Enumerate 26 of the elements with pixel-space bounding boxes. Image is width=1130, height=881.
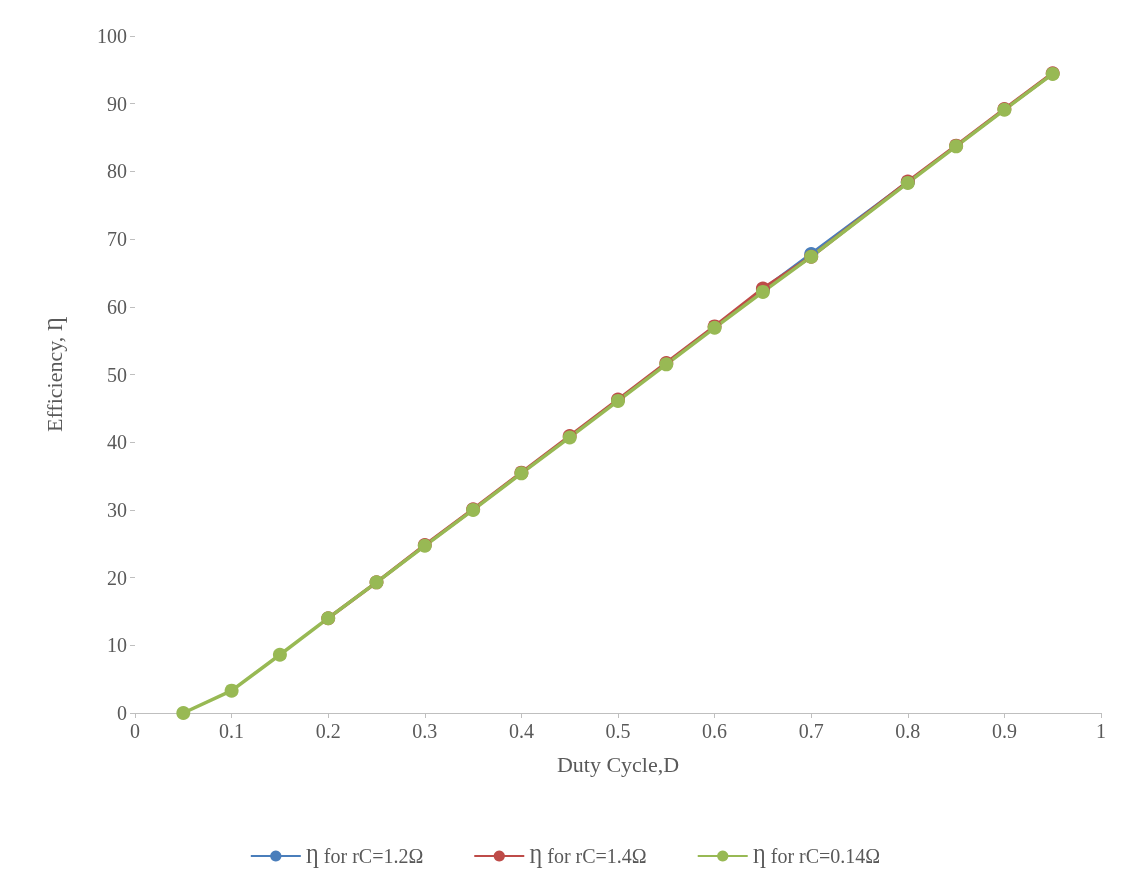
y-tick-label: 80: [107, 160, 127, 183]
y-tick-label: 40: [107, 431, 127, 454]
x-tick-label: 0.1: [219, 720, 245, 742]
y-tick-label: 90: [107, 92, 127, 115]
x-axis-title: Duty Cycle,D: [556, 751, 680, 777]
x-tick-label: 1: [1096, 720, 1106, 742]
x-tick-label: 0.8: [895, 720, 921, 742]
x-tick-label: 0.5: [605, 720, 631, 742]
x-tick-label: 0.6: [702, 720, 728, 742]
x-tick-label: 0.9: [991, 720, 1017, 742]
y-tick-label: 20: [107, 566, 127, 589]
y-axis-title: Efficiency, Ƞ: [41, 316, 67, 433]
y-tick-label: 0: [117, 702, 127, 724]
x-tick-label: 0.3: [412, 720, 438, 742]
y-tick-label: 70: [107, 228, 127, 251]
legend-label: Ƞ for rC=0.14Ω: [752, 845, 881, 868]
y-tick-label: 60: [107, 295, 127, 318]
y-tick-label: 30: [107, 498, 127, 521]
legend-label: Ƞ for rC=1.4Ω: [529, 845, 647, 868]
y-tick-label: 10: [107, 634, 127, 657]
legend-label: Ƞ for rC=1.2Ω: [305, 845, 424, 868]
x-tick-label: 0.2: [315, 720, 341, 742]
x-tick-label: 0.7: [798, 720, 824, 742]
y-tick-label: 100: [97, 25, 127, 47]
x-tick-label: 0.4: [508, 720, 534, 742]
y-tick-label: 50: [107, 363, 127, 386]
